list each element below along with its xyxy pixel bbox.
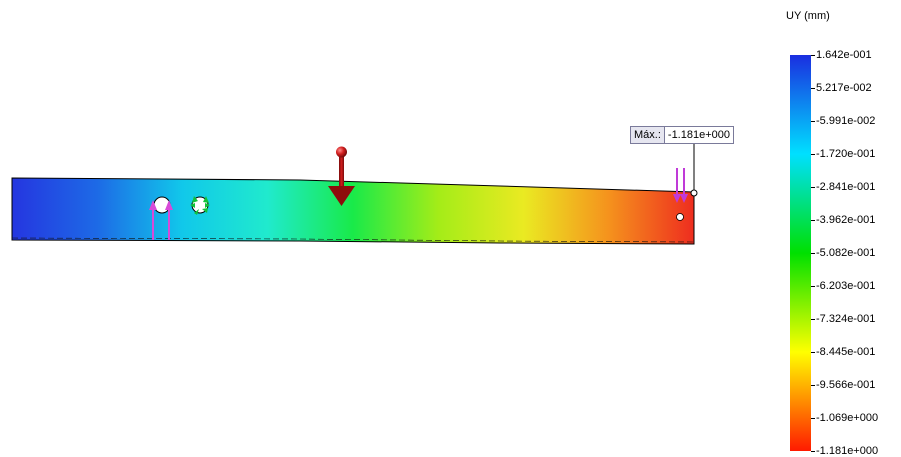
legend-value-label: 1.642e-001 <box>816 49 872 61</box>
legend-value-label: -1.181e+000 <box>816 445 879 457</box>
legend-value-label: -5.991e-002 <box>816 115 876 127</box>
support-arrows-left[interactable] <box>149 200 173 240</box>
max-label: Máx.: <box>631 127 665 143</box>
legend-tick <box>811 385 815 386</box>
legend-value-label: -8.445e-001 <box>816 346 876 358</box>
color-legend[interactable]: UY (mm) 1.642e-001 5.217e-002 -5.991e-002 -… <box>778 0 901 457</box>
legend-tick <box>811 253 815 254</box>
legend-tick <box>811 220 815 221</box>
beam-edge <box>11 237 695 243</box>
legend-value-label: -5.082e-001 <box>816 247 876 259</box>
load-arrow[interactable] <box>328 146 355 207</box>
max-value: -1.181e+000 <box>667 129 730 141</box>
legend-tick <box>811 286 815 287</box>
legend-value-label: 5.217e-002 <box>816 82 872 94</box>
legend-value-label: -1.720e-001 <box>816 148 876 160</box>
beam-body[interactable] <box>11 177 695 245</box>
support-arrows-right[interactable] <box>673 168 688 203</box>
beam-model[interactable] <box>0 0 760 457</box>
legend-tick <box>811 55 815 56</box>
legend-title: UY (mm) <box>786 10 830 22</box>
legend-tick <box>811 451 815 452</box>
legend-value-label: -2.841e-001 <box>816 181 876 193</box>
max-probe-point[interactable] <box>690 189 698 197</box>
legend-tick <box>811 352 815 353</box>
legend-value-label: -1.069e+000 <box>816 412 879 424</box>
legend-value-label: -9.566e-001 <box>816 379 876 391</box>
legend-tick <box>811 121 815 122</box>
max-annotation[interactable]: Máx.: -1.181e+000 <box>630 126 734 144</box>
legend-tick <box>811 319 815 320</box>
legend-color-bar <box>790 55 811 451</box>
legend-tick <box>811 88 815 89</box>
legend-tick <box>811 418 815 419</box>
legend-tick <box>811 187 815 188</box>
legend-value-label: -6.203e-001 <box>816 280 876 292</box>
legend-value-label: -3.962e-001 <box>816 214 876 226</box>
legend-value-label: -7.324e-001 <box>816 313 876 325</box>
legend-tick <box>811 154 815 155</box>
fixture-icon[interactable] <box>190 196 210 215</box>
pin-hole-right[interactable] <box>676 213 684 221</box>
